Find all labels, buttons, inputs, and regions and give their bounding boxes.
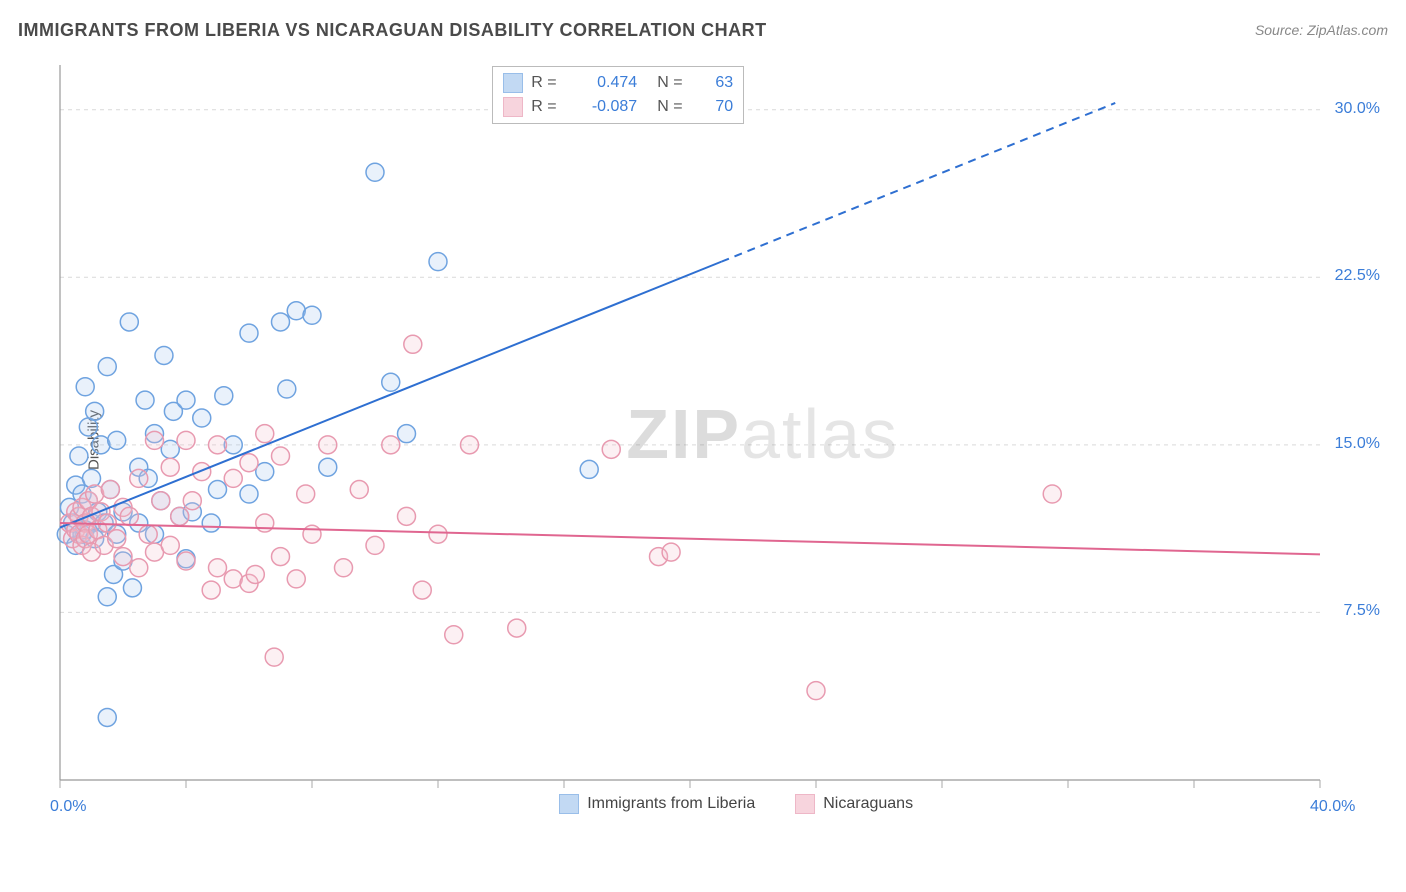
legend-label: Immigrants from Liberia <box>587 795 755 813</box>
y-tick-label: 15.0% <box>1335 435 1380 453</box>
y-tick-label: 7.5% <box>1344 602 1380 620</box>
legend-swatch <box>503 73 523 93</box>
y-tick-label: 30.0% <box>1335 100 1380 118</box>
y-tick-label: 22.5% <box>1335 267 1380 285</box>
scatter-plot: Disability ZIPatlas R =0.474N =63R =-0.0… <box>50 60 1390 820</box>
chart-canvas <box>50 60 1390 820</box>
chart-title: IMMIGRANTS FROM LIBERIA VS NICARAGUAN DI… <box>18 20 767 41</box>
correlation-legend: R =0.474N =63R =-0.087N =70 <box>492 66 744 124</box>
series-legend: Immigrants from Liberia Nicaraguans <box>559 794 913 814</box>
source-attribution: Source: ZipAtlas.com <box>1255 22 1388 38</box>
legend-swatch <box>503 97 523 117</box>
legend-label: Nicaraguans <box>823 795 913 813</box>
legend-item: Immigrants from Liberia <box>559 794 755 814</box>
legend-stat-row: R =-0.087N =70 <box>503 95 733 119</box>
legend-swatch <box>795 794 815 814</box>
legend-item: Nicaraguans <box>795 794 913 814</box>
legend-stat-row: R =0.474N =63 <box>503 71 733 95</box>
legend-swatch <box>559 794 579 814</box>
x-tick-label: 40.0% <box>1310 798 1355 816</box>
x-tick-label: 0.0% <box>50 798 86 816</box>
